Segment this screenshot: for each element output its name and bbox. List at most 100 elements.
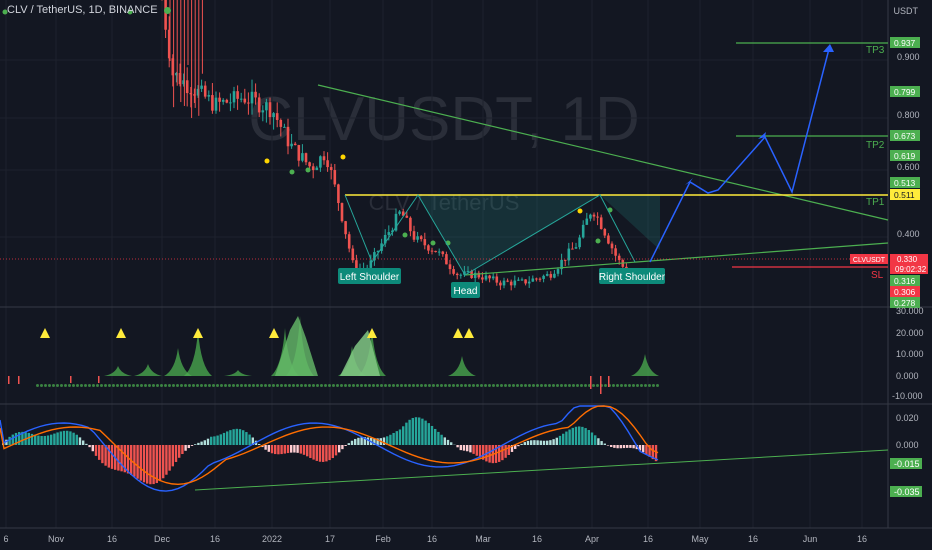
candle-body: [502, 280, 506, 286]
macd-bar: [165, 445, 168, 475]
time-tick: 16: [748, 534, 758, 544]
macd-bar: [517, 445, 520, 447]
candle-body: [203, 85, 207, 97]
macd-bar: [472, 445, 475, 454]
candle-body: [319, 156, 322, 168]
baseline-dot: [352, 384, 355, 387]
baseline-dot: [448, 384, 451, 387]
candle-body: [167, 29, 171, 59]
baseline-dot: [68, 384, 71, 387]
indicator1-axis: 30.000 20.000 10.000 0.000 -10.000: [892, 306, 924, 401]
macd-bar: [162, 445, 165, 479]
ind2-tick: 0.000: [896, 440, 919, 450]
signal-dot: [577, 208, 583, 214]
macd-bar: [251, 437, 254, 445]
time-tick: Apr: [585, 534, 599, 544]
candle-body: [265, 102, 268, 111]
baseline-dot: [196, 384, 199, 387]
indicator-spike: [104, 366, 132, 376]
baseline-dot: [464, 384, 467, 387]
right-shoulder-label: Right Shoulder: [599, 268, 666, 284]
candle-body: [214, 97, 218, 111]
macd-bar: [210, 436, 213, 445]
macd-bar: [322, 445, 325, 462]
baseline-dot: [268, 384, 271, 387]
baseline-dot: [232, 384, 235, 387]
head-text: Head: [454, 286, 478, 297]
baseline-dot: [428, 384, 431, 387]
candle-body: [614, 248, 617, 256]
macd-bar: [536, 440, 539, 445]
baseline-dot: [328, 384, 331, 387]
baseline-dot: [632, 384, 635, 387]
candle-body: [466, 270, 470, 272]
macd-bar: [411, 417, 414, 445]
baseline-dot: [424, 384, 427, 387]
candle-body: [603, 229, 607, 236]
ind1-tick: 20.000: [896, 328, 924, 338]
price-level-tag: [890, 275, 920, 286]
baseline-dot: [316, 384, 319, 387]
ind2-tag: -0.015: [894, 459, 920, 469]
signal-line: [0, 405, 659, 485]
projection-path: [649, 44, 831, 263]
baseline-dot: [172, 384, 175, 387]
macd-bar: [299, 445, 302, 454]
candle-body: [427, 245, 430, 251]
macd-bar: [440, 434, 443, 445]
macd-bar: [242, 430, 245, 445]
candle-body: [275, 113, 279, 120]
macd-bar: [232, 429, 235, 445]
baseline-dot: [36, 384, 39, 387]
baseline-dot: [256, 384, 259, 387]
candle-body: [610, 243, 614, 249]
macd-bar: [82, 440, 85, 445]
macd-bar: [626, 445, 629, 448]
baseline-dot: [240, 384, 243, 387]
macd-bar: [226, 431, 229, 445]
macd-bar: [446, 439, 450, 445]
baseline-dot: [276, 384, 279, 387]
candle-body: [283, 126, 286, 128]
macd-trendline: [194, 449, 889, 491]
macd-bar: [104, 445, 107, 466]
candle-body: [337, 184, 340, 204]
baseline-dot: [132, 384, 135, 387]
baseline-dot: [156, 384, 159, 387]
signal-dot: [289, 169, 295, 175]
macd-bar: [510, 445, 514, 452]
candle-body: [279, 119, 283, 127]
baseline-dot: [260, 384, 263, 387]
baseline-dot: [292, 384, 295, 387]
macd-bar: [648, 445, 651, 457]
tp1-label: TP1: [866, 197, 885, 208]
baseline-dot: [112, 384, 115, 387]
macd-bar: [424, 420, 427, 445]
candle-body: [578, 237, 581, 248]
macd-bar: [184, 445, 187, 451]
baseline-dot: [56, 384, 59, 387]
macd-bar: [155, 445, 158, 484]
macd-bar: [219, 434, 222, 445]
candle-body: [477, 272, 481, 278]
baseline-dot: [388, 384, 391, 387]
price-axis-ticks: 0.900 0.800 0.600 0.400: [897, 52, 920, 239]
baseline-dot: [440, 384, 443, 387]
candle-body: [351, 248, 355, 261]
baseline-dot: [564, 384, 567, 387]
candle-body: [376, 250, 380, 253]
baseline-dot: [596, 384, 599, 387]
symbol-title[interactable]: CLV / TetherUS, 1D, BINANCE: [7, 4, 158, 16]
baseline-dot: [44, 384, 47, 387]
candle-body: [268, 102, 272, 118]
candle-body: [419, 236, 423, 240]
macd-bar: [187, 445, 190, 449]
macd-bar: [5, 439, 8, 445]
candle-body: [491, 276, 495, 279]
signal-dot: [340, 154, 346, 160]
macd-bar: [56, 432, 59, 445]
macd-bar: [530, 440, 533, 445]
candle-body: [189, 93, 193, 95]
baseline-dot: [224, 384, 227, 387]
